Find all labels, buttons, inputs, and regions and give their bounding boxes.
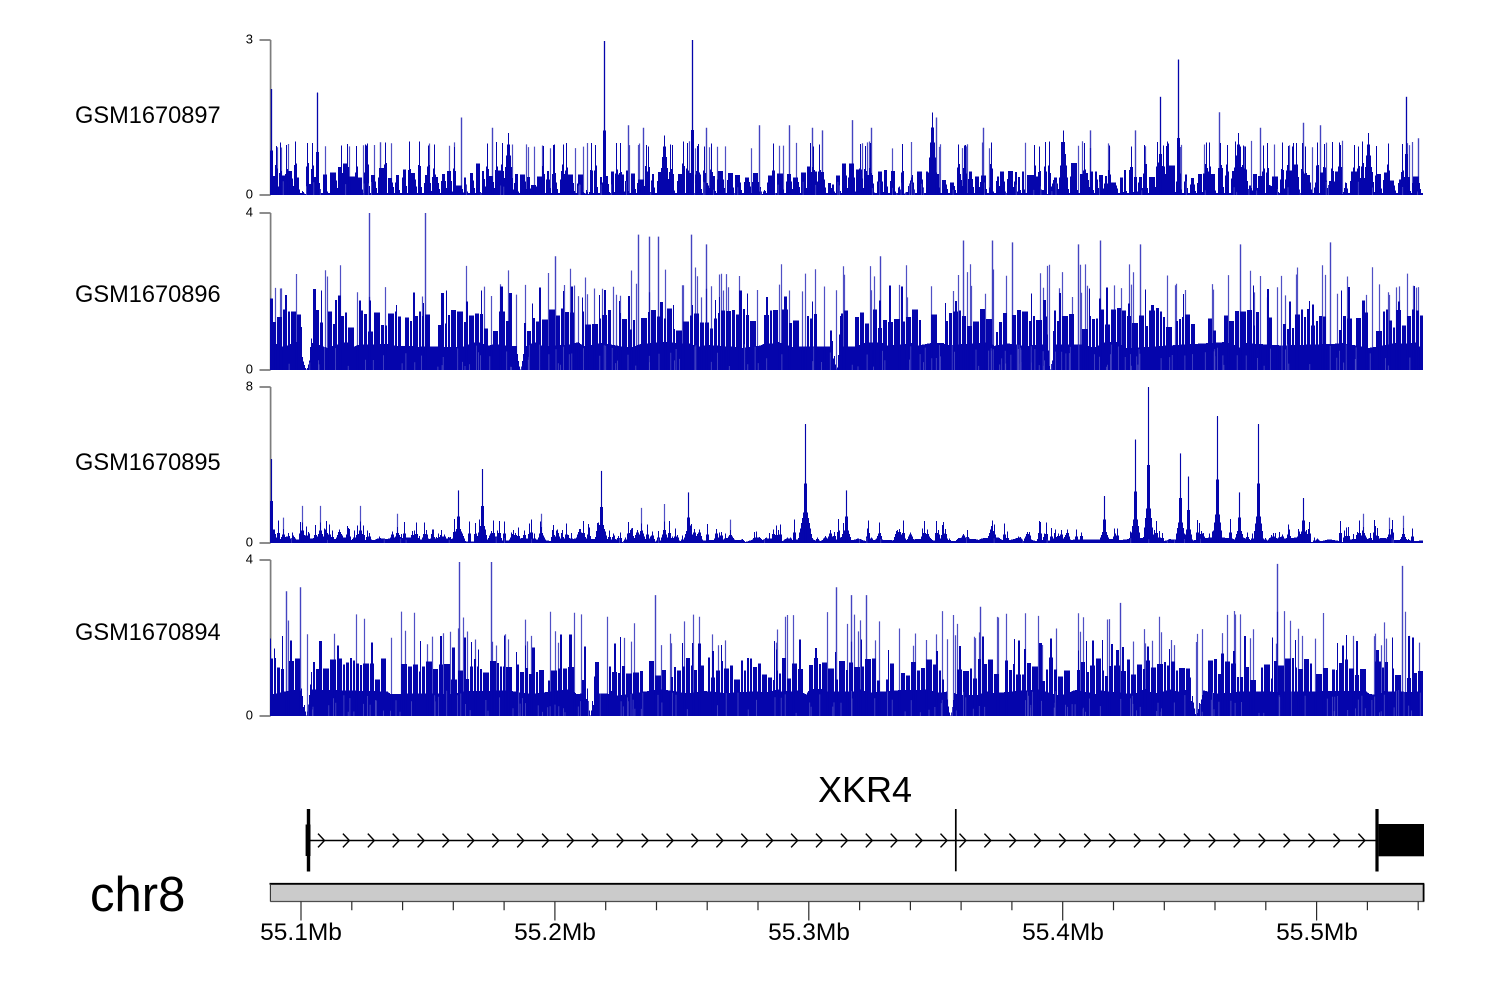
svg-text:GSM1670896: GSM1670896	[75, 282, 221, 308]
svg-text:55.3Mb: 55.3Mb	[768, 919, 850, 946]
svg-text:55.1Mb: 55.1Mb	[260, 919, 342, 946]
svg-text:0: 0	[246, 362, 253, 377]
svg-text:XKR4: XKR4	[818, 769, 912, 810]
svg-text:GSM1670894: GSM1670894	[75, 620, 221, 646]
svg-text:0: 0	[246, 535, 253, 550]
svg-text:0: 0	[246, 708, 253, 723]
svg-text:55.4Mb: 55.4Mb	[1022, 919, 1104, 946]
svg-text:4: 4	[246, 552, 253, 567]
svg-text:GSM1670897: GSM1670897	[75, 103, 221, 129]
svg-text:4: 4	[246, 205, 253, 220]
svg-text:0: 0	[246, 187, 253, 202]
svg-text:55.2Mb: 55.2Mb	[514, 919, 596, 946]
svg-text:chr8: chr8	[90, 868, 185, 922]
svg-text:55.5Mb: 55.5Mb	[1276, 919, 1358, 946]
svg-text:8: 8	[246, 379, 253, 394]
svg-text:3: 3	[246, 32, 253, 47]
svg-text:GSM1670895: GSM1670895	[75, 450, 221, 476]
